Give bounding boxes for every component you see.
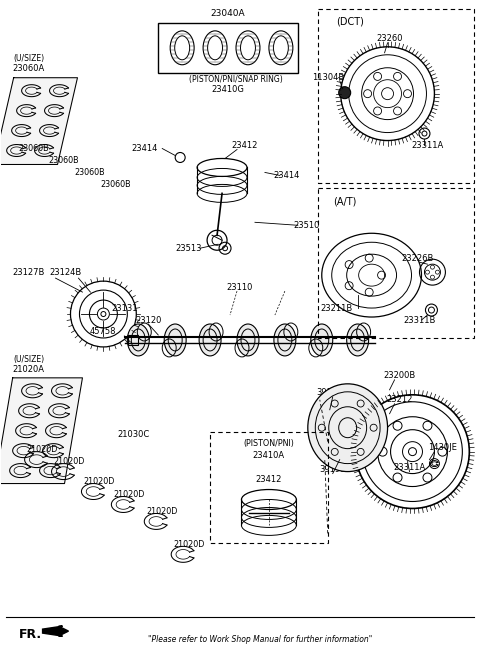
Ellipse shape [164, 324, 186, 356]
Text: (DCT): (DCT) [336, 17, 363, 27]
Ellipse shape [199, 324, 221, 356]
Text: 1430JE: 1430JE [428, 443, 457, 452]
Text: 23120: 23120 [135, 316, 161, 325]
Text: 23226B: 23226B [401, 254, 433, 263]
Ellipse shape [127, 324, 149, 356]
Text: 21020D: 21020D [113, 490, 145, 499]
Text: "Please refer to Work Shop Manual for further information": "Please refer to Work Shop Manual for fu… [148, 634, 372, 644]
Text: 23110: 23110 [227, 282, 253, 291]
Text: (U/SIZE): (U/SIZE) [13, 54, 44, 63]
Text: 39190A: 39190A [317, 389, 349, 397]
Text: 23513: 23513 [175, 244, 202, 253]
Text: 23311A: 23311A [411, 141, 444, 150]
Text: 23060A: 23060A [12, 65, 45, 73]
Text: 21030C: 21030C [117, 430, 149, 439]
Ellipse shape [308, 384, 387, 471]
Bar [318, 9, 474, 183]
Ellipse shape [311, 324, 333, 356]
Text: 21020D: 21020D [146, 507, 178, 516]
Text: 23410A: 23410A [253, 451, 285, 460]
Text: 23060B: 23060B [100, 180, 131, 189]
Bar [210, 432, 328, 543]
Text: 11304B: 11304B [312, 73, 344, 82]
Text: 23127B: 23127B [12, 268, 45, 276]
Text: (PISTON/PNI/SNAP RING): (PISTON/PNI/SNAP RING) [189, 75, 283, 84]
Text: 23212: 23212 [386, 395, 413, 404]
Text: 23124B: 23124B [49, 268, 82, 276]
Text: 23410G: 23410G [212, 85, 244, 94]
Text: 23311B: 23311B [403, 316, 436, 325]
Text: 23060B: 23060B [74, 168, 105, 177]
Text: 23260: 23260 [376, 35, 403, 43]
Text: 39191: 39191 [320, 465, 346, 474]
Polygon shape [43, 626, 69, 636]
Ellipse shape [347, 324, 369, 356]
Text: 21020D: 21020D [54, 457, 85, 466]
Text: 21020D: 21020D [26, 445, 58, 454]
Text: 23412: 23412 [232, 141, 258, 150]
Bar [128, 335, 138, 345]
Text: 23311A: 23311A [394, 463, 426, 472]
Text: (PISTON/PNI): (PISTON/PNI) [243, 439, 294, 448]
Text: (A/T): (A/T) [333, 196, 356, 207]
Ellipse shape [237, 324, 259, 356]
Text: 23060B: 23060B [19, 144, 49, 153]
Text: 23060B: 23060B [48, 156, 79, 165]
Text: 21020A: 21020A [12, 365, 45, 374]
Polygon shape [0, 378, 83, 484]
Text: 23414: 23414 [274, 171, 300, 180]
Text: 23131: 23131 [111, 304, 138, 312]
Text: 23510: 23510 [294, 221, 320, 230]
Text: 45758: 45758 [89, 327, 116, 336]
Text: 23412: 23412 [256, 475, 282, 484]
Bar [158, 23, 298, 73]
Text: 23211B: 23211B [321, 304, 353, 312]
Text: 23414: 23414 [132, 144, 158, 153]
Text: (U/SIZE): (U/SIZE) [13, 355, 44, 364]
Text: 21020D: 21020D [173, 540, 204, 549]
Text: 23040A: 23040A [211, 9, 245, 18]
Bar [318, 188, 474, 338]
Ellipse shape [274, 324, 296, 356]
Polygon shape [0, 78, 77, 164]
Text: 21020D: 21020D [84, 477, 115, 486]
Text: 23200B: 23200B [384, 372, 416, 380]
Circle shape [339, 87, 351, 98]
Text: FR.: FR. [19, 628, 42, 641]
